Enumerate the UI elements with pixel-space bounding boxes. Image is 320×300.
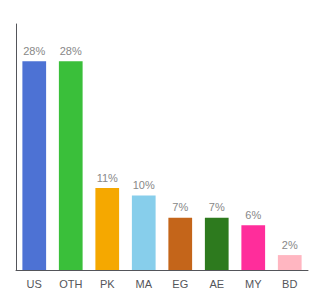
- svg-text:BD: BD: [282, 278, 297, 290]
- svg-text:OTH: OTH: [59, 278, 82, 290]
- svg-text:6%: 6%: [245, 209, 261, 221]
- svg-text:7%: 7%: [172, 201, 188, 213]
- svg-text:MA: MA: [136, 278, 153, 290]
- svg-text:EG: EG: [172, 278, 188, 290]
- svg-text:7%: 7%: [209, 201, 225, 213]
- svg-text:MY: MY: [245, 278, 262, 290]
- svg-text:US: US: [27, 278, 42, 290]
- svg-text:PK: PK: [100, 278, 115, 290]
- svg-text:10%: 10%: [133, 179, 155, 191]
- svg-text:2%: 2%: [282, 239, 298, 251]
- svg-text:11%: 11%: [97, 172, 118, 184]
- svg-text:AE: AE: [209, 278, 224, 290]
- svg-text:28%: 28%: [23, 45, 45, 57]
- svg-text:28%: 28%: [60, 45, 82, 57]
